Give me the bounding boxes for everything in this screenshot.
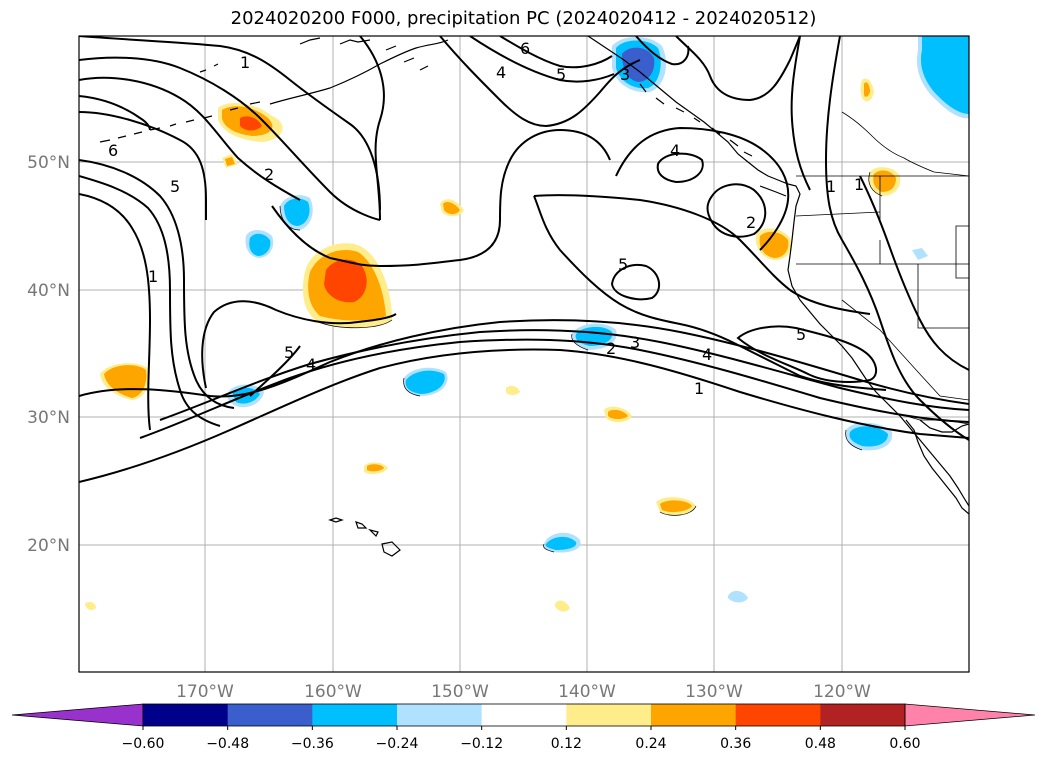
colorbar-segment	[312, 704, 398, 726]
colorbar-label: 0.36	[720, 736, 751, 752]
precip-outlines	[279, 171, 883, 553]
colorbar-label: −0.60	[122, 736, 165, 752]
longitude-labels: 170°W 160°W 150°W 140°W 130°W 120°W	[176, 682, 871, 702]
lon-label: 170°W	[176, 682, 234, 702]
contour-label: 3	[620, 65, 630, 84]
lon-label: 160°W	[304, 682, 362, 702]
contour-label: 5	[556, 65, 566, 84]
contour-lines	[79, 36, 969, 483]
colorbar-segment	[735, 704, 821, 726]
contour-label: 4	[306, 355, 316, 374]
contour-labels: 1 2 6 5 1 5 4 6 4 5 3 4 5 2 2 3 4 1 5 1 …	[108, 39, 864, 398]
colorbar-label: −0.36	[291, 736, 334, 752]
lat-label: 20°N	[27, 536, 70, 556]
lon-label: 150°W	[431, 682, 489, 702]
contour-label: 3	[630, 333, 640, 352]
contour-label: 2	[264, 165, 274, 184]
colorbar-extend-high	[904, 703, 1036, 727]
lat-label: 50°N	[27, 153, 70, 173]
lat-label: 30°N	[27, 408, 70, 428]
contour-label: 1	[148, 267, 158, 286]
lon-label: 130°W	[685, 682, 743, 702]
colorbar-label: 0.60	[889, 736, 920, 752]
contour-label: 1	[826, 177, 836, 196]
lat-label: 40°N	[27, 281, 70, 301]
colorbar-segment	[227, 704, 313, 726]
contour-label: 5	[796, 325, 806, 344]
colorbar-label: 0.48	[805, 736, 836, 752]
colorbar-label: −0.48	[206, 736, 249, 752]
colorbar-segment	[566, 704, 652, 726]
colorbar-segment	[397, 704, 483, 726]
coastlines	[99, 36, 969, 557]
map-background	[79, 36, 969, 672]
contour-label: 2	[606, 339, 616, 358]
colorbar-label: 0.12	[551, 736, 582, 752]
latitude-labels: 50°N 40°N 30°N 20°N	[27, 153, 70, 556]
map-frame	[78, 35, 970, 673]
map-title: 2024020200 F000, precipitation PC (20240…	[230, 8, 817, 29]
colorbar-label: −0.24	[376, 736, 419, 752]
contour-label: 1	[240, 53, 250, 72]
contour-label: 2	[746, 213, 756, 232]
colorbar-segment	[481, 704, 567, 726]
colorbar-label: −0.12	[460, 736, 503, 752]
lon-label: 120°W	[813, 682, 871, 702]
colorbar: −0.60 −0.48 −0.36 −0.24 −0.12 0.12 0.24 0.36 0.4…	[11, 703, 1036, 752]
contour-label: 6	[520, 39, 530, 58]
contour-label: 5	[618, 255, 628, 274]
colorbar-outline	[142, 703, 906, 727]
contour-label: 6	[108, 141, 118, 160]
colorbar-label: 0.24	[635, 736, 666, 752]
lon-label: 140°W	[558, 682, 616, 702]
contour-label: 1	[854, 175, 864, 194]
colorbar-segment	[820, 704, 906, 726]
contour-label: 5	[170, 177, 180, 196]
colorbar-segment	[651, 704, 737, 726]
colorbar-extend-low	[11, 703, 144, 727]
contour-label: 1	[694, 379, 704, 398]
contour-label: 5	[284, 343, 294, 362]
precip-shading	[85, 36, 969, 612]
contour-label: 4	[702, 345, 712, 364]
contour-label: 4	[670, 141, 680, 160]
contour-label: 4	[496, 63, 506, 82]
colorbar-segment	[143, 704, 229, 726]
